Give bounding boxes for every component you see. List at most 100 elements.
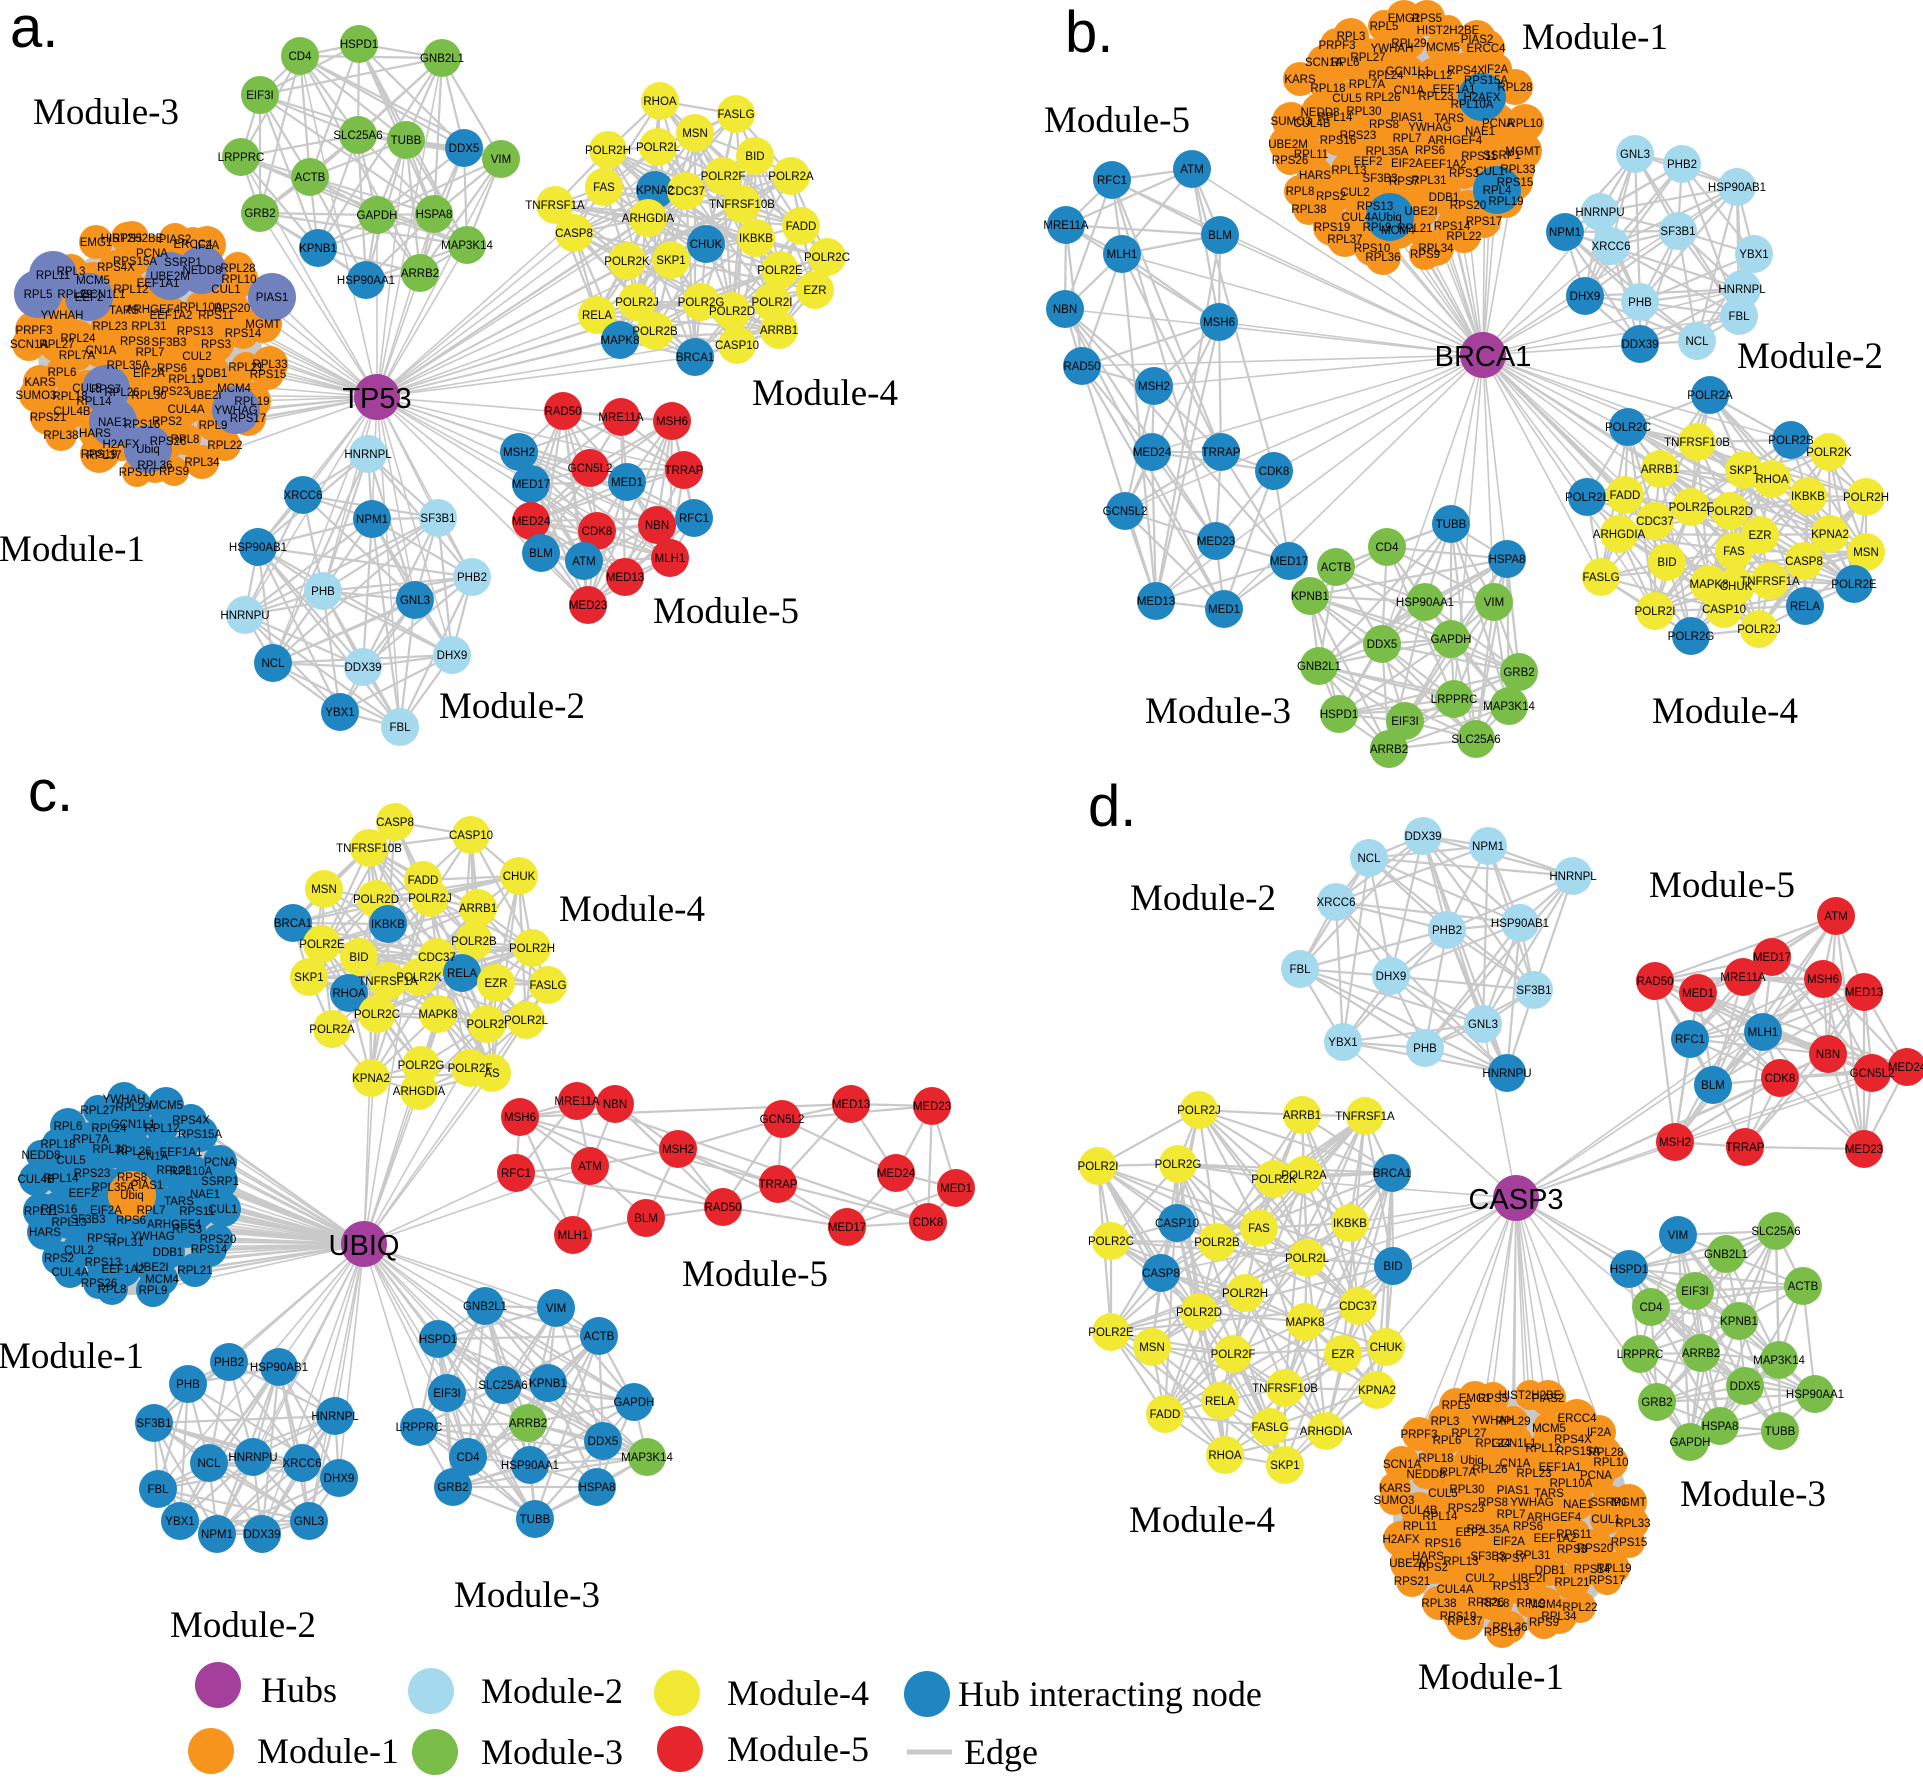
svg-text:ACTB: ACTB: [295, 172, 326, 184]
svg-text:FADD: FADD: [786, 221, 817, 233]
svg-text:HIST2H2BE: HIST2H2BE: [1417, 25, 1480, 37]
svg-text:EEF2: EEF2: [69, 1188, 98, 1200]
svg-text:NBN: NBN: [645, 520, 669, 532]
svg-text:EEF2: EEF2: [1456, 1527, 1485, 1539]
svg-text:RPL9: RPL9: [199, 420, 228, 432]
svg-text:HNRNPL: HNRNPL: [1718, 284, 1766, 296]
svg-text:KPNB1: KPNB1: [1291, 591, 1329, 603]
svg-text:TRRAP: TRRAP: [1726, 1142, 1765, 1154]
svg-text:RPS7: RPS7: [87, 1233, 117, 1245]
svg-text:FAS: FAS: [593, 182, 615, 194]
svg-text:RPS7: RPS7: [91, 384, 121, 396]
svg-text:RPL10: RPL10: [1507, 118, 1542, 130]
svg-text:EEF1A1: EEF1A1: [137, 278, 180, 290]
svg-text:HSP90AB1: HSP90AB1: [1491, 918, 1549, 930]
svg-text:MED23: MED23: [913, 1101, 951, 1113]
svg-text:RPL14: RPL14: [43, 1173, 79, 1185]
svg-text:POLR2J: POLR2J: [408, 893, 451, 905]
svg-text:NCL: NCL: [1685, 336, 1709, 348]
svg-text:EZR: EZR: [1749, 530, 1772, 542]
svg-text:ARHGEF4: ARHGEF4: [1428, 135, 1483, 147]
svg-text:RPL26: RPL26: [104, 387, 139, 399]
svg-text:CASP8: CASP8: [1785, 556, 1823, 568]
svg-text:CDC37: CDC37: [1636, 516, 1674, 528]
svg-text:RFC1: RFC1: [501, 1168, 531, 1180]
svg-text:CUL4A: CUL4A: [167, 404, 204, 416]
svg-text:Module-4: Module-4: [559, 889, 705, 930]
svg-text:TNFRSF10B: TNFRSF10B: [709, 199, 775, 211]
svg-text:RELA: RELA: [447, 968, 477, 980]
svg-text:HSPA8: HSPA8: [416, 209, 453, 221]
svg-text:Module-3: Module-3: [33, 92, 179, 133]
svg-text:IKBKB: IKBKB: [1333, 1218, 1367, 1230]
svg-text:POLR2K: POLR2K: [1251, 1174, 1297, 1186]
svg-text:NCL: NCL: [197, 1458, 221, 1470]
svg-text:HSPA8: HSPA8: [1489, 554, 1526, 566]
svg-text:MSH2: MSH2: [1659, 1137, 1691, 1149]
svg-text:EIF2A: EIF2A: [1391, 158, 1423, 170]
svg-text:SUMO3: SUMO3: [1374, 1495, 1415, 1507]
svg-text:H2AFX: H2AFX: [102, 439, 139, 451]
svg-text:CASP10: CASP10: [715, 340, 759, 352]
svg-text:YWHAH: YWHAH: [1371, 43, 1414, 55]
svg-text:TNFRSF10B: TNFRSF10B: [1664, 437, 1730, 449]
svg-text:SSRP1: SSRP1: [1590, 1497, 1628, 1509]
svg-text:MSH6: MSH6: [1807, 974, 1839, 986]
svg-text:FASLG: FASLG: [717, 109, 754, 121]
svg-text:SLC25A6: SLC25A6: [478, 1380, 527, 1392]
svg-text:SCN1A: SCN1A: [10, 339, 49, 351]
svg-text:SSRP1: SSRP1: [1483, 150, 1521, 162]
svg-text:EIF3I: EIF3I: [1681, 1286, 1708, 1298]
svg-text:MCM4: MCM4: [145, 1274, 179, 1286]
svg-text:MED1: MED1: [1682, 988, 1714, 1000]
svg-text:RPL3: RPL3: [1337, 31, 1366, 43]
svg-text:RPL23: RPL23: [1418, 91, 1453, 103]
svg-text:YBX1: YBX1: [1328, 1037, 1357, 1049]
svg-text:MCM4: MCM4: [1528, 1599, 1562, 1611]
svg-text:GNB2L1: GNB2L1: [1704, 1249, 1748, 1261]
svg-text:UBIQ: UBIQ: [329, 1230, 400, 1262]
svg-text:DHX9: DHX9: [324, 1473, 355, 1485]
svg-text:RPL8: RPL8: [1286, 186, 1315, 198]
svg-text:RPL38: RPL38: [43, 430, 78, 442]
svg-text:RPL21: RPL21: [177, 1265, 212, 1277]
svg-text:DHX9: DHX9: [1570, 291, 1601, 303]
svg-text:HSPA8: HSPA8: [579, 1482, 616, 1494]
svg-text:POLR2I: POLR2I: [467, 1019, 508, 1031]
svg-text:RPL37: RPL37: [1327, 234, 1362, 246]
svg-text:KPNA2: KPNA2: [352, 1073, 390, 1085]
svg-text:MSN: MSN: [1139, 1342, 1165, 1354]
svg-text:POLR2H: POLR2H: [509, 943, 555, 955]
svg-text:FASLG: FASLG: [1251, 1422, 1288, 1434]
svg-text:RFC1: RFC1: [1675, 1034, 1705, 1046]
svg-text:RPL35A: RPL35A: [107, 360, 150, 372]
svg-text:RFC1: RFC1: [1097, 175, 1127, 187]
svg-text:POLR2I: POLR2I: [1635, 606, 1676, 618]
svg-text:RPS4X: RPS4X: [97, 262, 135, 274]
svg-text:Module-1: Module-1: [1522, 17, 1668, 58]
svg-text:SF3B1: SF3B1: [136, 1418, 171, 1430]
svg-text:RPL35A: RPL35A: [1467, 1524, 1510, 1536]
svg-text:MED17: MED17: [1270, 556, 1308, 568]
svg-text:EIF2A: EIF2A: [90, 1205, 122, 1217]
svg-text:Ubiq: Ubiq: [136, 444, 160, 456]
svg-text:RPS10: RPS10: [1484, 1627, 1520, 1639]
svg-text:RPS17: RPS17: [1466, 216, 1502, 228]
svg-text:YWHAH: YWHAH: [103, 1094, 146, 1106]
svg-text:TUBB: TUBB: [1436, 519, 1467, 531]
svg-text:RPS26: RPS26: [1272, 155, 1308, 167]
svg-text:EEF2: EEF2: [75, 292, 104, 304]
svg-text:SUMO3: SUMO3: [16, 390, 57, 402]
svg-text:GRB2: GRB2: [244, 208, 275, 220]
svg-text:Ubiq: Ubiq: [1378, 212, 1402, 224]
svg-text:Module-4: Module-4: [727, 1673, 869, 1713]
svg-text:RPS10: RPS10: [119, 467, 155, 479]
svg-text:RPS2: RPS2: [1316, 191, 1346, 203]
svg-text:DDX39: DDX39: [243, 1529, 280, 1541]
svg-text:HSP90AB1: HSP90AB1: [229, 542, 287, 554]
svg-text:RHOA: RHOA: [643, 96, 677, 108]
svg-text:POLR2F: POLR2F: [701, 171, 746, 183]
svg-text:TARS: TARS: [109, 305, 139, 317]
svg-text:GNL3: GNL3: [1468, 1019, 1498, 1031]
svg-text:BRCA1: BRCA1: [676, 352, 714, 364]
